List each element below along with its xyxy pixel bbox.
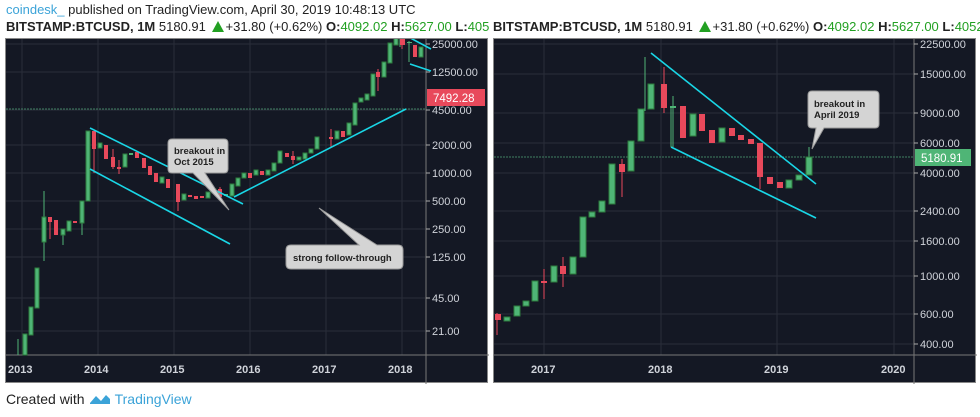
- low-value: 4052.56: [954, 19, 980, 34]
- open-value: 4092.02: [827, 19, 875, 34]
- svg-text:2017: 2017: [312, 364, 336, 376]
- tradingview-link[interactable]: TradingView: [114, 391, 192, 407]
- y-axis-left: 25000.00 12500.00 4500.00 2000.00 1000.0…: [426, 39, 478, 338]
- up-triangle-icon: [211, 21, 224, 32]
- low-label: L:: [455, 19, 468, 34]
- svg-text:2014: 2014: [84, 364, 109, 376]
- open-label: O:: [326, 19, 341, 34]
- svg-text:2016: 2016: [236, 364, 260, 376]
- candles-left: [17, 39, 424, 356]
- svg-text:22500.00: 22500.00: [920, 39, 966, 51]
- footer: Created with TradingView: [6, 391, 192, 407]
- symbol-label: BITSTAMP:BTCUSD, 1M: [6, 19, 156, 34]
- svg-text:2013: 2013: [8, 364, 32, 376]
- svg-text:2020: 2020: [881, 364, 905, 376]
- chart-panel-left[interactable]: breakout in Oct 2015 strong follow-throu…: [5, 38, 489, 384]
- svg-text:2018: 2018: [388, 364, 412, 376]
- svg-text:250.00: 250.00: [432, 224, 466, 236]
- legend-right: BITSTAMP:BTCUSD, 1M 5180.91 +31.80 (+0.6…: [493, 19, 980, 34]
- svg-text:2400.00: 2400.00: [920, 206, 960, 218]
- svg-text:2015: 2015: [160, 364, 184, 376]
- callout-apr2019-line1: breakout in: [814, 99, 865, 110]
- callout-oct2015-line2: Oct 2015: [174, 157, 214, 168]
- svg-text:400.00: 400.00: [920, 339, 954, 351]
- low-value: 4052.56: [467, 19, 490, 34]
- low-label: L:: [942, 19, 955, 34]
- price-value: 5180.91: [645, 19, 693, 34]
- svg-text:2018: 2018: [648, 364, 672, 376]
- up-triangle-icon: [698, 21, 711, 32]
- svg-text:6000.00: 6000.00: [920, 138, 960, 150]
- candlestick-chart-right[interactable]: breakout in April 2019 22500.00 15000.00…: [494, 39, 977, 384]
- callout-follow-through: strong follow-through: [285, 207, 404, 270]
- x-axis-left: 2013 2014 2015 2016 2017 2018: [8, 364, 412, 376]
- high-value: 5627.00: [404, 19, 452, 34]
- tradingview-logo-icon: [89, 395, 110, 404]
- svg-text:1600.00: 1600.00: [920, 236, 960, 248]
- svg-text:2000.00: 2000.00: [432, 140, 472, 152]
- svg-text:1000.00: 1000.00: [920, 271, 960, 283]
- open-label: O:: [813, 19, 828, 34]
- trendlines-left: [89, 39, 432, 245]
- svg-text:7492.28: 7492.28: [433, 93, 475, 105]
- svg-text:21.00: 21.00: [432, 326, 460, 338]
- publish-info: coindesk_ published on TradingView.com, …: [6, 2, 416, 17]
- price-value: 5180.91: [158, 19, 206, 34]
- svg-text:5180.91: 5180.91: [921, 153, 963, 165]
- svg-text:4000.00: 4000.00: [920, 168, 960, 180]
- svg-text:4500.00: 4500.00: [432, 105, 472, 117]
- svg-text:9000.00: 9000.00: [920, 108, 960, 120]
- svg-text:15000.00: 15000.00: [920, 69, 966, 81]
- candles-right: [495, 57, 813, 335]
- callout-apr2019: breakout in April 2019: [807, 90, 880, 150]
- svg-text:12500.00: 12500.00: [432, 67, 478, 79]
- legend-left: BITSTAMP:BTCUSD, 1M 5180.91 +31.80 (+0.6…: [6, 19, 490, 34]
- high-value: 5627.00: [891, 19, 939, 34]
- trendlines-right: [650, 52, 817, 219]
- callout-oct2015-line1: breakout in: [174, 146, 225, 157]
- y-axis-right: 22500.00 15000.00 9000.00 6000.00 4000.0…: [914, 39, 966, 351]
- svg-text:45.00: 45.00: [432, 293, 460, 305]
- svg-text:125.00: 125.00: [432, 252, 466, 264]
- svg-text:600.00: 600.00: [920, 309, 954, 321]
- svg-text:2017: 2017: [531, 364, 555, 376]
- callout-apr2019-line2: April 2019: [814, 110, 859, 121]
- change-value: +31.80 (+0.62%): [712, 19, 810, 34]
- callout-follow-text: strong follow-through: [293, 253, 392, 264]
- svg-text:2019: 2019: [764, 364, 788, 376]
- author-link[interactable]: coindesk_: [6, 2, 65, 17]
- change-value: +31.80 (+0.62%): [225, 19, 323, 34]
- svg-text:25000.00: 25000.00: [432, 39, 478, 51]
- candlestick-chart-left[interactable]: breakout in Oct 2015 strong follow-throu…: [6, 39, 489, 384]
- grid: [494, 39, 914, 355]
- svg-text:1000.00: 1000.00: [432, 168, 472, 180]
- x-axis-right: 2017 2018 2019 2020: [531, 364, 905, 376]
- svg-text:500.00: 500.00: [432, 196, 466, 208]
- price-tag-left: 7492.28: [427, 89, 485, 106]
- created-with-label: Created with: [6, 391, 85, 407]
- price-tag-right: 5180.91: [915, 149, 971, 166]
- published-text: published on TradingView.com, April 30, …: [64, 2, 416, 17]
- open-value: 4092.02: [340, 19, 388, 34]
- high-label: H:: [391, 19, 405, 34]
- symbol-label: BITSTAMP:BTCUSD, 1M: [493, 19, 643, 34]
- callout-oct2015: breakout in Oct 2015: [167, 138, 230, 211]
- chart-panel-right[interactable]: breakout in April 2019 22500.00 15000.00…: [493, 38, 977, 384]
- high-label: H:: [878, 19, 892, 34]
